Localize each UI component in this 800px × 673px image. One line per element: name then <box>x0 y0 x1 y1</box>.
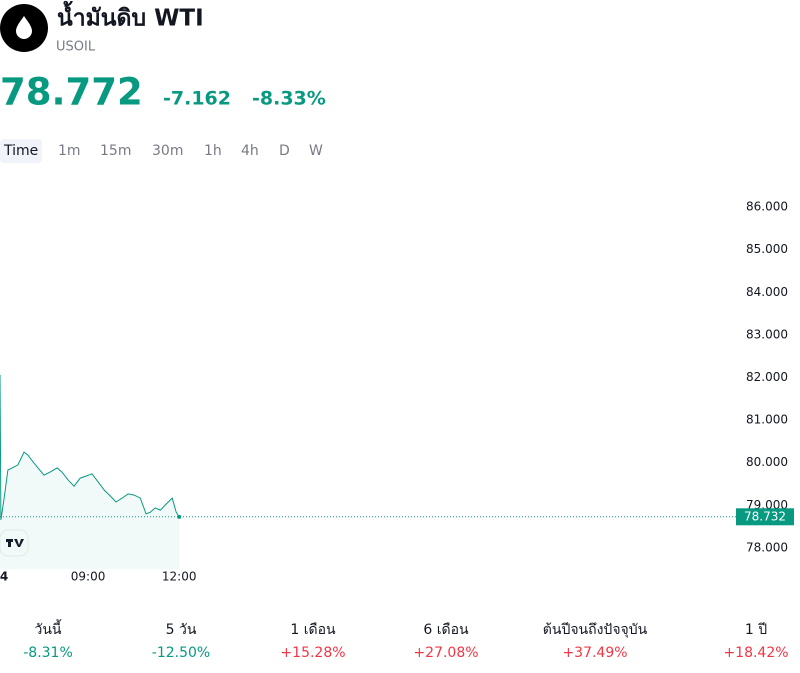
performance-label: ต้นปีจนถึงปัจจุบัน <box>543 622 648 638</box>
x-tick-label: 09:00 <box>71 570 106 584</box>
performance-value: -12.50% <box>152 645 210 661</box>
change-percent: -8.33% <box>252 88 326 110</box>
drop-icon <box>16 16 32 39</box>
y-tick-label: 83.000 <box>746 327 788 341</box>
interval-tab[interactable]: Time <box>3 143 38 159</box>
change: -7.162 <box>163 88 231 110</box>
interval-tab[interactable]: D <box>279 143 290 159</box>
y-tick-label: 80.000 <box>746 455 788 469</box>
interval-tab[interactable]: 1m <box>58 143 81 159</box>
tv-logo <box>0 529 29 557</box>
y-tick-label: 82.000 <box>746 370 788 384</box>
symbol: USOIL <box>56 40 96 55</box>
interval-tab[interactable]: 15m <box>100 143 131 159</box>
last-point <box>177 514 182 519</box>
performance-label: 1 ปี <box>745 622 767 638</box>
performance-value: +27.08% <box>413 645 478 661</box>
performance-label: วันนี้ <box>34 619 62 638</box>
performance-label: 1 เดือน <box>290 622 336 638</box>
interval-tab[interactable]: 30m <box>152 143 183 159</box>
interval-tab[interactable]: 1h <box>204 143 222 159</box>
y-tick-label: 86.000 <box>746 200 788 214</box>
y-tick-label: 81.000 <box>746 413 788 427</box>
price: 78.772 <box>0 71 143 114</box>
performance-value: +18.42% <box>723 645 788 661</box>
y-tick-label: 78.000 <box>746 540 788 554</box>
last-price-box <box>736 508 794 526</box>
area <box>0 374 180 570</box>
performance-label: 6 เดือน <box>423 622 469 638</box>
last-price-label: 78.732 <box>744 509 786 523</box>
y-tick-label: 85.000 <box>746 242 788 256</box>
x-tick-label: 12:00 <box>162 570 197 584</box>
price-line <box>0 374 180 520</box>
performance-value: +15.28% <box>280 645 345 661</box>
title: น้ำมันดิบ WTI <box>57 1 204 32</box>
tab-active-bg <box>0 139 42 163</box>
interval-tab[interactable]: 4h <box>241 143 259 159</box>
interval-tab[interactable]: W <box>309 143 323 159</box>
x-tick-label: 4 <box>0 570 8 584</box>
performance-value: +37.49% <box>562 645 627 661</box>
performance-value: -8.31% <box>23 645 73 661</box>
y-tick-label: 84.000 <box>746 285 788 299</box>
performance-label: 5 วัน <box>166 622 197 638</box>
